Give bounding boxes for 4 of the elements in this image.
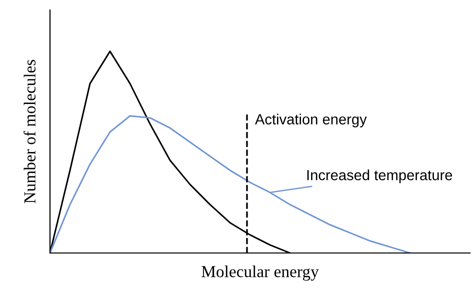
annotation: Activation energy — [254, 114, 367, 128]
y-axis-title: Number of molecules — [24, 60, 36, 204]
x-axis-title: Molecular energy — [202, 266, 319, 281]
series-label: Increased temperature — [307, 170, 452, 184]
